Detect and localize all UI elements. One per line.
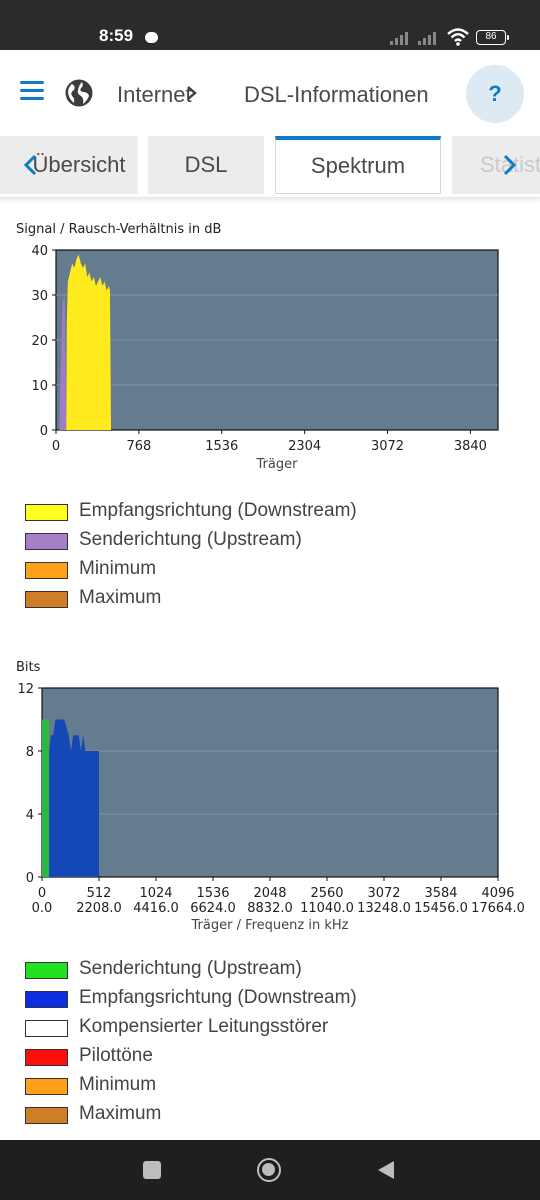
snr-chart-title: Signal / Rausch-Verhältnis in dB bbox=[16, 222, 222, 237]
x-tick-label: 3840 bbox=[454, 439, 487, 454]
legend-label: Minimum bbox=[79, 1074, 157, 1095]
x-tick-label-frequency: 13248.0 bbox=[357, 901, 411, 916]
globe-icon bbox=[65, 79, 93, 107]
x-tick-label: 2048 bbox=[253, 886, 286, 901]
y-tick-label: 0 bbox=[40, 424, 48, 439]
status-time: 8:59 bbox=[99, 26, 134, 45]
tab-bar: Übersicht DSL Spektrum Statistik bbox=[0, 130, 540, 198]
x-tick-label: 1024 bbox=[139, 886, 172, 901]
chevron-right-icon[interactable] bbox=[496, 150, 522, 180]
back-button[interactable] bbox=[376, 1160, 396, 1180]
tab-spektrum[interactable]: Spektrum bbox=[275, 136, 441, 194]
tab-dsl[interactable]: DSL bbox=[148, 136, 264, 194]
x-tick-label: 2560 bbox=[310, 886, 343, 901]
plot-area bbox=[41, 687, 499, 878]
series-area bbox=[66, 254, 112, 430]
x-tick-label: 4096 bbox=[481, 886, 514, 901]
legend-label: Maximum bbox=[79, 1103, 162, 1124]
recents-button[interactable] bbox=[143, 1161, 161, 1179]
y-tick-label: 10 bbox=[31, 379, 48, 394]
message-notification-icon bbox=[145, 32, 158, 43]
x-tick-label-frequency: 6624.0 bbox=[190, 901, 236, 916]
x-tick-label: 3584 bbox=[424, 886, 457, 901]
x-axis-label: Träger bbox=[256, 457, 299, 472]
system-navigation-bar bbox=[0, 1140, 540, 1200]
legend-swatch bbox=[25, 562, 68, 579]
legend-label: Kompensierter Leitungsstörer bbox=[79, 1016, 329, 1037]
x-tick-label-frequency: 8832.0 bbox=[247, 901, 293, 916]
x-tick-label: 1536 bbox=[196, 886, 229, 901]
y-tick-label: 0 bbox=[26, 871, 34, 886]
y-tick-label: 8 bbox=[26, 745, 34, 760]
y-tick-label: 20 bbox=[31, 334, 48, 349]
bits-chart-title: Bits bbox=[16, 660, 41, 675]
breadcrumb-internet[interactable]: Internet bbox=[117, 82, 192, 107]
chevron-left-icon[interactable] bbox=[18, 150, 44, 180]
legend-swatch bbox=[25, 962, 68, 979]
legend-swatch bbox=[25, 1049, 68, 1066]
legend-label: Pilottöne bbox=[79, 1045, 153, 1066]
help-button[interactable]: ? bbox=[466, 65, 524, 123]
y-tick-label: 40 bbox=[31, 244, 48, 259]
x-tick-label: 3072 bbox=[371, 439, 404, 454]
status-bar: 8:59 86 bbox=[0, 0, 540, 50]
home-button[interactable] bbox=[257, 1158, 281, 1182]
series-area bbox=[59, 295, 67, 430]
x-tick-label: 0 bbox=[52, 439, 60, 454]
breadcrumb-dsl-informationen: DSL-Informationen bbox=[244, 82, 429, 107]
legend-swatch bbox=[25, 1107, 68, 1124]
snr-chart: 0 10 20 30 40 0 768 1536 2304 3072 3840 Träger bbox=[31, 244, 499, 472]
tab-uebersicht[interactable]: Übersicht bbox=[0, 136, 138, 194]
bits-chart: 0481200.05122208.010244416.015366624.020… bbox=[17, 682, 525, 933]
x-tick-label-frequency: 17664.0 bbox=[471, 901, 525, 916]
x-tick-label-frequency: 0.0 bbox=[32, 901, 53, 916]
legend-swatch bbox=[25, 1020, 68, 1037]
x-tick-label: 768 bbox=[126, 439, 151, 454]
signal-strength-icon bbox=[390, 32, 408, 45]
legend-label: Empfangsrichtung (Downstream) bbox=[79, 987, 357, 1008]
chevron-right-icon bbox=[187, 86, 197, 100]
app-header: Internet DSL-Informationen ? bbox=[0, 50, 540, 140]
series-area bbox=[49, 719, 99, 877]
x-tick-label-frequency: 4416.0 bbox=[133, 901, 179, 916]
legend-label: Maximum bbox=[79, 587, 162, 608]
x-axis-label: Träger / Frequenz in kHz bbox=[191, 918, 349, 933]
x-tick-label-frequency: 15456.0 bbox=[414, 901, 468, 916]
signal-strength-icon bbox=[418, 32, 436, 45]
legend-label: Minimum bbox=[79, 558, 157, 579]
legend-label: Senderichtung (Upstream) bbox=[79, 958, 302, 979]
legend-swatch bbox=[25, 1078, 68, 1095]
legend-swatch bbox=[25, 591, 68, 608]
x-tick-label: 1536 bbox=[205, 439, 238, 454]
series-area bbox=[42, 719, 50, 877]
tab-statistik[interactable]: Statistik bbox=[452, 136, 540, 194]
legend-swatch bbox=[25, 533, 68, 550]
menu-icon[interactable] bbox=[20, 81, 44, 101]
x-tick-label-frequency: 11040.0 bbox=[300, 901, 354, 916]
y-tick-label: 30 bbox=[31, 289, 48, 304]
x-tick-label: 512 bbox=[87, 886, 112, 901]
battery-indicator: 86 bbox=[476, 30, 509, 45]
y-tick-label: 4 bbox=[26, 808, 34, 823]
x-tick-label: 3072 bbox=[367, 886, 400, 901]
wifi-icon bbox=[447, 28, 469, 46]
x-tick-label: 0 bbox=[38, 886, 46, 901]
legend-label: Senderichtung (Upstream) bbox=[79, 529, 302, 550]
x-tick-label: 2304 bbox=[288, 439, 321, 454]
legend-swatch bbox=[25, 991, 68, 1008]
x-tick-label-frequency: 2208.0 bbox=[76, 901, 122, 916]
y-tick-label: 12 bbox=[17, 682, 34, 697]
legend-swatch bbox=[25, 504, 68, 521]
legend-label: Empfangsrichtung (Downstream) bbox=[79, 500, 357, 521]
